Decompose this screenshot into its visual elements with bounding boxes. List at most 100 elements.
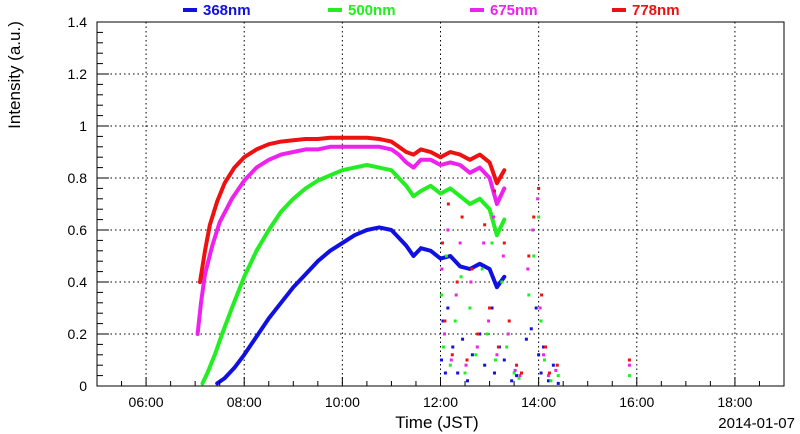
- scatter-point: [627, 363, 631, 367]
- legend: 368nm 500nm 675nm 778nm: [183, 2, 680, 19]
- scatter-point: [519, 371, 523, 375]
- data-point: [438, 257, 443, 261]
- data-point: [389, 147, 394, 151]
- y-axis-title: Intensity (a.u.): [5, 21, 24, 129]
- data-point: [495, 202, 499, 206]
- scatter-point: [487, 319, 491, 323]
- data-point: [448, 150, 452, 154]
- scatter-point: [458, 241, 462, 245]
- data-point: [291, 197, 295, 201]
- data-point: [328, 173, 332, 177]
- scatter-point: [444, 254, 448, 258]
- data-point: [267, 228, 271, 232]
- scatter-point: [537, 353, 541, 357]
- data-point: [411, 254, 416, 258]
- data-point: [205, 371, 210, 375]
- y-tick-label: 1.4: [68, 14, 88, 30]
- scatter-point: [524, 337, 528, 341]
- data-point: [254, 147, 259, 151]
- x-tick-label: 10:00: [325, 394, 360, 410]
- scatter-point: [526, 267, 530, 271]
- data-point: [199, 301, 203, 305]
- data-point: [220, 332, 224, 336]
- data-point: [365, 163, 369, 167]
- scatter-point: [506, 332, 510, 336]
- scatter-point: [539, 371, 543, 375]
- y-tick-label: 0: [79, 378, 87, 394]
- data-point: [303, 137, 308, 141]
- y-tick-label: 1: [79, 118, 87, 134]
- scatter-point: [542, 345, 546, 349]
- data-point: [340, 145, 344, 149]
- scatter-point: [441, 345, 445, 349]
- data-point: [419, 158, 423, 162]
- data-point: [279, 140, 283, 144]
- scatter-point: [539, 319, 543, 323]
- data-point: [340, 136, 344, 140]
- scatter-point: [443, 371, 447, 375]
- scatter-point: [538, 306, 542, 310]
- scatter-point: [537, 215, 541, 219]
- series-368nm: [215, 225, 560, 386]
- data-point: [397, 176, 401, 180]
- x-tick-label: 12:00: [423, 394, 458, 410]
- series-line: [215, 225, 507, 386]
- scatter-point: [459, 275, 463, 279]
- y-tick-label: 0.8: [68, 170, 88, 186]
- data-point: [365, 136, 369, 140]
- data-point: [215, 381, 219, 385]
- data-point: [316, 147, 320, 151]
- x-tick-label: 08:00: [227, 394, 262, 410]
- data-point: [377, 145, 381, 149]
- data-point: [429, 150, 433, 154]
- scatter-point: [490, 306, 494, 310]
- scatter-point: [450, 353, 454, 357]
- data-point: [495, 233, 499, 237]
- scatter-point: [443, 319, 447, 323]
- scatter-point: [501, 254, 505, 258]
- legend-label: 368nm: [203, 2, 251, 19]
- x-tick-label: 14:00: [521, 394, 556, 410]
- scatter-point: [627, 374, 631, 378]
- data-point: [267, 142, 271, 146]
- scatter-point: [482, 241, 486, 245]
- legend-label: 778nm: [632, 2, 680, 19]
- scatter-point: [441, 319, 445, 323]
- scatter-point: [527, 293, 531, 297]
- data-point: [404, 244, 408, 248]
- data-point: [487, 160, 492, 164]
- scatter-point: [468, 306, 472, 310]
- data-point: [389, 168, 394, 172]
- data-point: [303, 147, 308, 151]
- data-point: [438, 163, 443, 167]
- scatter-point: [515, 374, 519, 378]
- scatter-point: [627, 358, 631, 362]
- data-point: [502, 275, 506, 279]
- scatter-point: [490, 241, 494, 245]
- scatter-point: [446, 228, 450, 232]
- data-point: [210, 244, 214, 248]
- scatter-point: [555, 363, 559, 367]
- data-point: [328, 145, 332, 149]
- data-point: [267, 158, 271, 162]
- data-point: [478, 166, 482, 170]
- scatter-point: [451, 345, 455, 349]
- series-500nm: [200, 163, 631, 386]
- scatter-point: [546, 374, 550, 378]
- scatter-point: [470, 267, 474, 271]
- data-point: [365, 228, 369, 232]
- data-point: [411, 166, 416, 170]
- scatter-point: [527, 254, 531, 258]
- legend-item: 368nm: [183, 2, 251, 19]
- data-point: [242, 353, 246, 357]
- scatter-point: [517, 376, 521, 380]
- data-point: [242, 179, 246, 183]
- data-point: [448, 186, 452, 190]
- scatter-point: [492, 371, 496, 375]
- scatter-point: [465, 358, 469, 362]
- legend-item: 500nm: [328, 2, 396, 19]
- scatter-point: [496, 345, 500, 349]
- scatter-point: [505, 345, 509, 349]
- data-point: [502, 168, 506, 172]
